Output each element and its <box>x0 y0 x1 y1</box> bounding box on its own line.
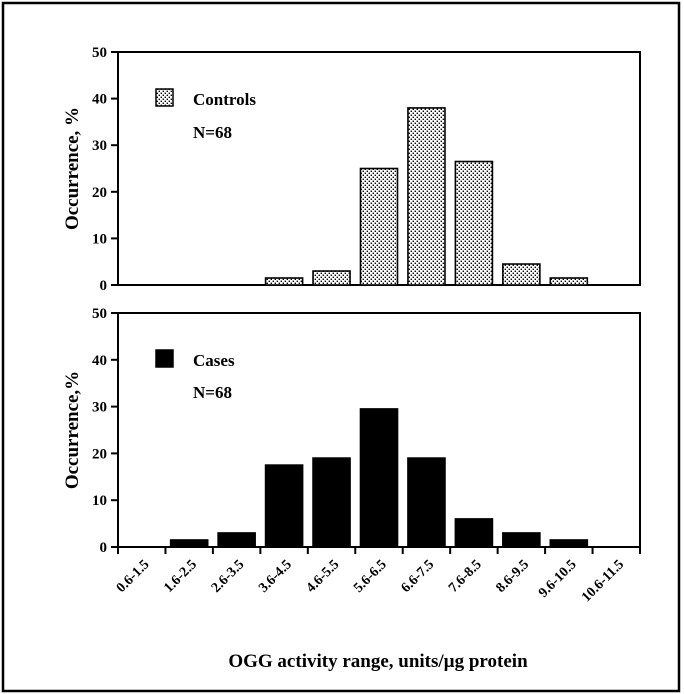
y-tick-label: 20 <box>92 446 107 462</box>
bar-4.6-5.5 <box>312 457 351 548</box>
bar-6.6-7.5 <box>407 457 446 548</box>
x-tick-label-9.6-10.5: 9.6-10.5 <box>536 557 580 601</box>
legend-label: Cases <box>193 351 235 370</box>
y-axis-label: Occurrence,% <box>62 371 83 489</box>
bar-1.6-2.5 <box>169 539 209 548</box>
bar-6.6-7.5 <box>407 107 446 286</box>
x-tick-label-6.6-7.5: 6.6-7.5 <box>399 557 438 596</box>
bar-4.6-5.5 <box>312 270 351 286</box>
bar-3.6-4.5 <box>264 464 304 548</box>
x-tick-label-2.6-3.5: 2.6-3.5 <box>209 557 248 596</box>
legend-swatch <box>155 349 174 368</box>
y-tick-label: 20 <box>92 185 107 201</box>
x-tick-label-3.6-4.5: 3.6-4.5 <box>256 557 295 596</box>
y-tick-label: 10 <box>92 231 107 247</box>
bar-9.6-10.5 <box>549 277 589 286</box>
y-axis-label: Occurrence, % <box>62 107 83 230</box>
controls-panel: 0 10 20 30 40 50 Occurrence, % Controls N=68 <box>62 45 641 294</box>
legend-note: N=68 <box>193 383 232 402</box>
bar-3.6-4.5 <box>264 277 304 286</box>
bar-7.6-8.5 <box>454 518 494 548</box>
y-tick-label: 40 <box>92 353 107 369</box>
bar-7.6-8.5 <box>454 160 494 286</box>
y-tick-label: 0 <box>100 278 108 294</box>
legend-swatch <box>155 88 174 107</box>
y-tick-label: 50 <box>92 306 107 322</box>
bar-5.6-6.5 <box>359 167 399 286</box>
bar-8.6-9.5 <box>502 532 541 548</box>
legend-label: Controls <box>193 90 256 109</box>
shared-x-axis: 0.6-1.5 1.6-2.5 2.6-3.5 3.6-4.5 4.6-5.5 5.6-6… <box>114 547 641 605</box>
bar-2.6-3.5 <box>217 532 256 548</box>
cases-panel: 0 10 20 30 40 50 Occurrence,% Cases N=68 <box>62 306 641 556</box>
x-tick-label-8.6-9.5: 8.6-9.5 <box>494 557 533 596</box>
bar-8.6-9.5 <box>502 263 541 286</box>
y-tick-label: 30 <box>92 138 107 154</box>
y-tick-label: 10 <box>92 493 107 509</box>
x-axis-label: OGG activity range, units/µg protein <box>228 651 528 672</box>
x-tick-label-5.6-6.5: 5.6-6.5 <box>351 557 390 596</box>
x-tick-label-7.6-8.5: 7.6-8.5 <box>446 557 485 596</box>
x-tick-label-4.6-5.5: 4.6-5.5 <box>304 557 343 596</box>
y-tick-label: 30 <box>92 400 107 416</box>
x-tick-label-0.6-1.5: 0.6-1.5 <box>114 557 153 596</box>
bar-5.6-6.5 <box>359 408 399 548</box>
y-tick-label: 50 <box>92 45 107 61</box>
bar-9.6-10.5 <box>549 539 589 548</box>
y-tick-label: 40 <box>92 92 107 108</box>
legend-note: N=68 <box>193 123 232 142</box>
x-tick-label-1.6-2.5: 1.6-2.5 <box>161 557 200 596</box>
y-tick-label: 0 <box>100 540 108 556</box>
x-tick-label-10.6-11.5: 10.6-11.5 <box>579 557 627 605</box>
